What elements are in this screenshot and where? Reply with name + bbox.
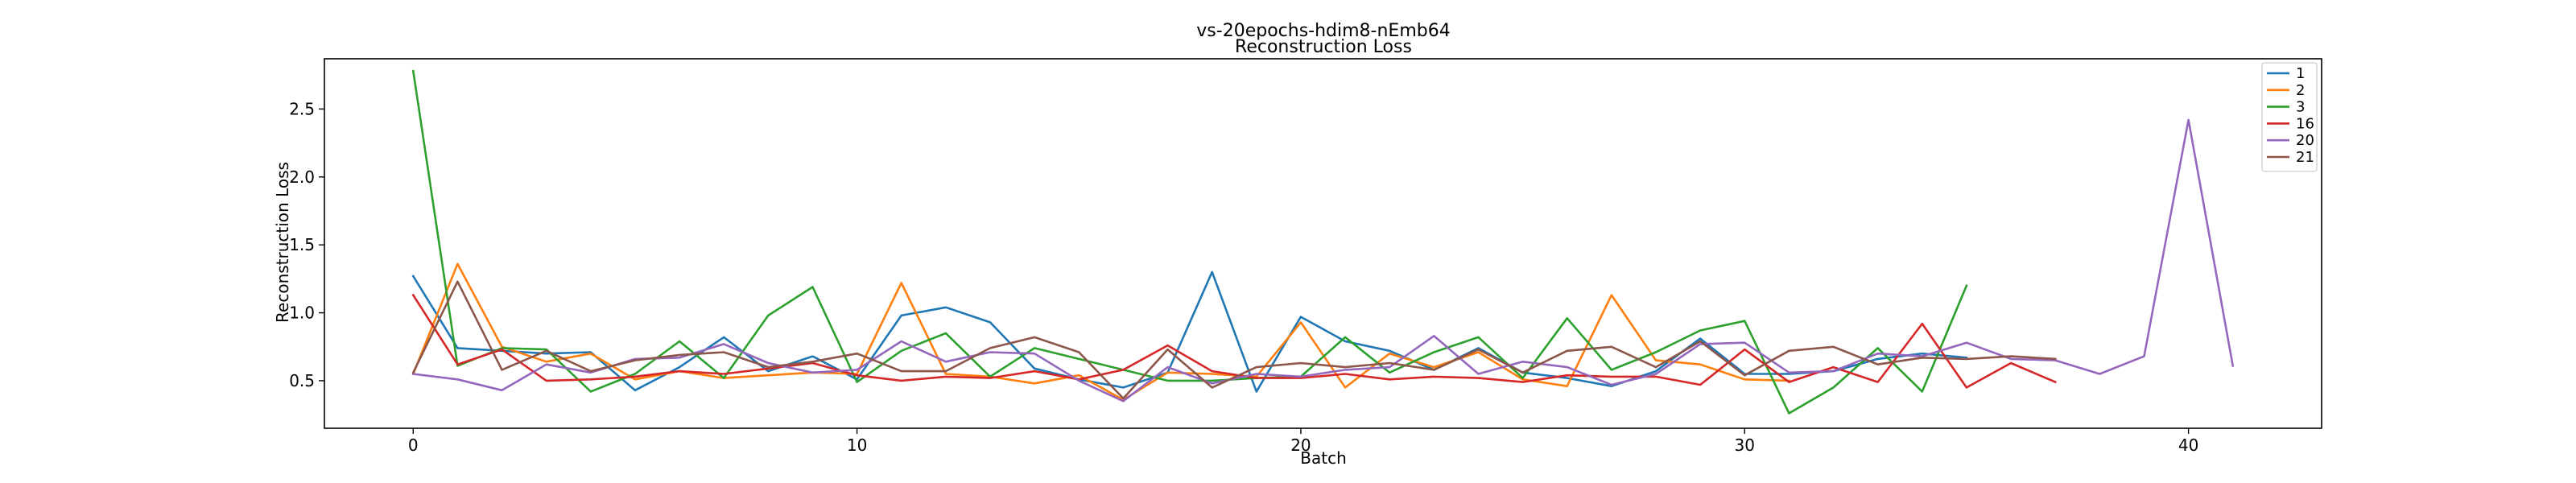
x-tick-label: 10 bbox=[847, 436, 867, 455]
y-tick-label: 2.5 bbox=[289, 99, 315, 118]
series-line-3 bbox=[411, 69, 1968, 415]
legend-label-1: 1 bbox=[2296, 65, 2305, 82]
series-line-20 bbox=[411, 118, 2235, 402]
plot-frame bbox=[324, 58, 2322, 429]
legend-label-20: 20 bbox=[2296, 132, 2314, 149]
series-lines bbox=[411, 69, 2235, 415]
chart-subtitle: Reconstruction Loss bbox=[1235, 37, 1412, 57]
series-line-16 bbox=[411, 293, 2057, 389]
x-tick-label: 0 bbox=[408, 436, 419, 455]
y-tick-label: 2.0 bbox=[289, 167, 315, 187]
y-tick-label: 1.5 bbox=[289, 235, 315, 254]
x-tick-label: 20 bbox=[1290, 436, 1311, 455]
y-tick-label: 0.5 bbox=[289, 371, 315, 390]
x-tick-label: 40 bbox=[2178, 436, 2198, 455]
series-line-21 bbox=[411, 280, 2057, 400]
y-axis-label: Reconstruction Loss bbox=[273, 162, 292, 323]
x-tick-label: 30 bbox=[1735, 436, 1755, 455]
plot-area: 0 10 20 30 40 0.5 1.0 1.5 2.0 2.5 bbox=[289, 58, 2322, 455]
series-line-2 bbox=[411, 262, 1790, 401]
x-axis-label: Batch bbox=[1300, 448, 1347, 468]
legend-label-16: 16 bbox=[2296, 115, 2314, 132]
legend-label-2: 2 bbox=[2296, 82, 2305, 99]
y-tick-label: 1.0 bbox=[289, 303, 315, 323]
legend-label-3: 3 bbox=[2296, 99, 2305, 116]
chart-title: vs-20epochs-hdim8-nEmb64 bbox=[1196, 21, 1450, 41]
legend-label-21: 21 bbox=[2296, 149, 2314, 166]
